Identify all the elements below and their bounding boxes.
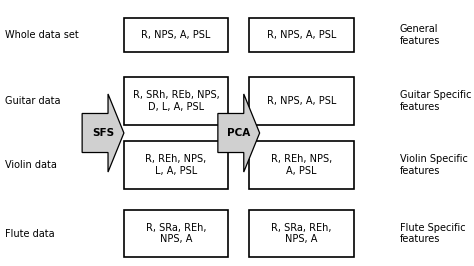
Text: General
features: General features	[400, 24, 440, 46]
Bar	[124, 210, 228, 257]
Text: R, NPS, A, PSL: R, NPS, A, PSL	[267, 30, 336, 40]
Text: R, NPS, A, PSL: R, NPS, A, PSL	[267, 96, 336, 106]
Text: R, REh, NPS,
A, PSL: R, REh, NPS, A, PSL	[271, 154, 332, 176]
Text: R, SRa, REh,
NPS, A: R, SRa, REh, NPS, A	[146, 223, 206, 244]
Bar	[124, 141, 228, 189]
Text: Violin Specific
features: Violin Specific features	[400, 154, 467, 176]
Text: Guitar data: Guitar data	[5, 96, 60, 106]
Text: SFS: SFS	[92, 128, 114, 138]
Polygon shape	[218, 94, 260, 172]
Text: PCA: PCA	[227, 128, 250, 138]
Text: R, SRh, REb, NPS,
D, L, A, PSL: R, SRh, REb, NPS, D, L, A, PSL	[133, 90, 219, 112]
Polygon shape	[82, 94, 124, 172]
Bar	[249, 18, 354, 52]
Bar	[124, 18, 228, 52]
Bar	[124, 77, 228, 125]
Text: Guitar Specific
features: Guitar Specific features	[400, 90, 471, 112]
Bar	[249, 141, 354, 189]
Text: R, NPS, A, PSL: R, NPS, A, PSL	[141, 30, 211, 40]
Text: R, REh, NPS,
L, A, PSL: R, REh, NPS, L, A, PSL	[146, 154, 207, 176]
Text: R, SRa, REh,
NPS, A: R, SRa, REh, NPS, A	[271, 223, 332, 244]
Bar	[249, 77, 354, 125]
Text: Violin data: Violin data	[5, 160, 57, 170]
Text: Flute data: Flute data	[5, 228, 55, 239]
Text: Whole data set: Whole data set	[5, 30, 79, 40]
Text: Flute Specific
features: Flute Specific features	[400, 223, 465, 244]
Bar	[249, 210, 354, 257]
